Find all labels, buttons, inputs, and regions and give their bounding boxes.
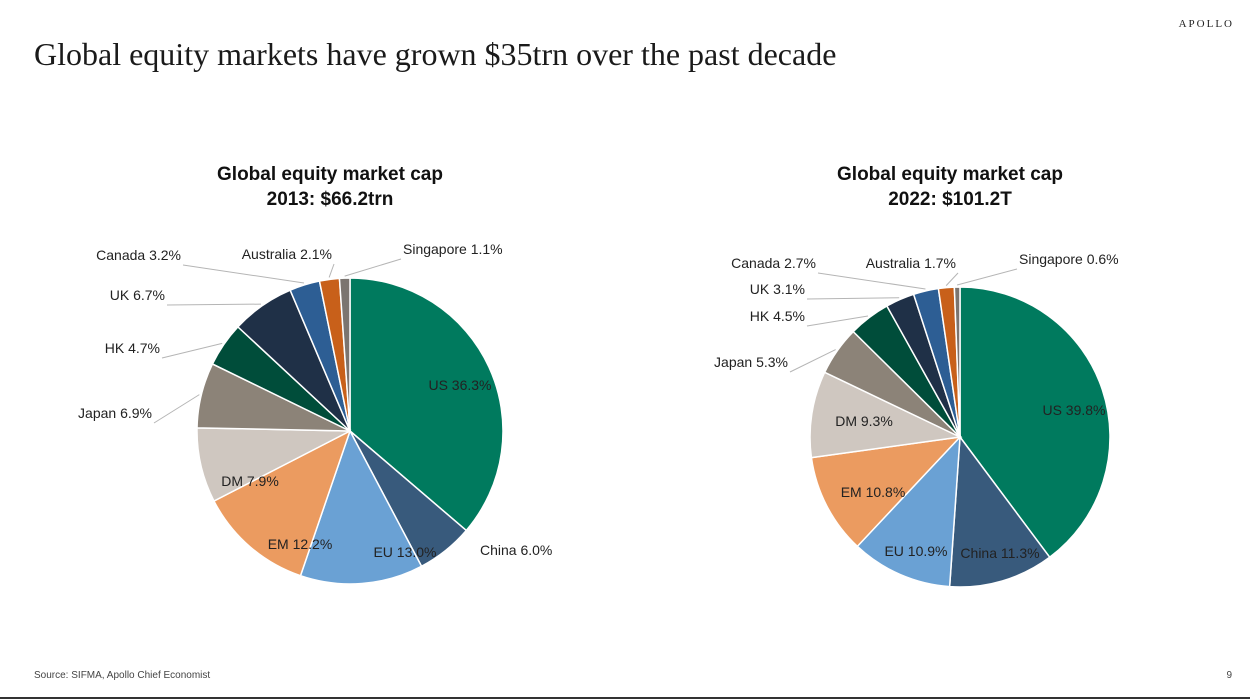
leader-line xyxy=(806,297,900,300)
slice-label: Japan 6.9% xyxy=(78,405,152,421)
pie-slice-em xyxy=(212,429,352,577)
slice-label: Australia 1.7% xyxy=(866,255,956,271)
brand-logo: APOLLO xyxy=(1178,18,1234,30)
leader-line xyxy=(806,315,869,327)
pie-slice-singapore xyxy=(338,277,351,432)
pie-slice-us xyxy=(349,277,504,532)
pie-slice-em xyxy=(810,435,963,548)
slice-label: China 11.3% xyxy=(960,545,1039,561)
slice-label: US 39.8% xyxy=(1042,402,1105,418)
pie-svg: US 39.8% China 11.3% EU 10.9% EM 10.8% DM 9.… xyxy=(714,251,1119,588)
slice-label: HK 4.7% xyxy=(105,340,160,356)
slice-label: EU 10.9% xyxy=(884,543,947,559)
leader-line xyxy=(817,272,926,290)
slice-label: EU 13.0% xyxy=(373,544,436,560)
slice-label: DM 9.3% xyxy=(835,413,893,429)
chart-title-main: Global equity market cap xyxy=(217,164,443,185)
pie-chart-2013: Global equity market cap 2013: $66.2trn … xyxy=(60,150,600,620)
slice-label: Japan 5.3% xyxy=(714,354,788,370)
chart-title: Global equity market cap 2013: $66.2trn xyxy=(60,162,600,212)
leader-line xyxy=(166,303,261,306)
slice-label: EM 12.2% xyxy=(268,536,333,552)
chart-subtitle: 2013: $66.2trn xyxy=(266,189,394,210)
chart-title-main: Global equity market cap xyxy=(837,164,1063,185)
slice-label: UK 6.7% xyxy=(110,287,165,303)
pie-slice-us xyxy=(959,286,1111,559)
leader-line xyxy=(957,268,1018,286)
leader-line xyxy=(182,264,305,284)
pie-slice-china xyxy=(948,434,1051,588)
pie-svg: US 36.3% China 6.0% EU 13.0% EM 12.2% DM 7.9… xyxy=(78,241,552,585)
leader-line xyxy=(789,349,836,373)
chart-subtitle: 2022: $101.2T xyxy=(888,189,1012,210)
leader-line xyxy=(945,272,959,286)
pie-slice-eu xyxy=(856,434,961,588)
slice-label: UK 3.1% xyxy=(750,281,805,297)
pie-chart-2022: Global equity market cap 2022: $101.2T U… xyxy=(680,150,1220,620)
slice-label: EM 10.8% xyxy=(841,484,906,500)
slice-label: Australia 2.1% xyxy=(242,246,332,262)
leader-line xyxy=(161,342,223,359)
slice-label: China 6.0% xyxy=(480,542,552,558)
pie-slice-eu xyxy=(299,429,423,585)
leader-line xyxy=(328,263,335,278)
slice-label: DM 7.9% xyxy=(221,473,279,489)
chart-title: Global equity market cap 2022: $101.2T xyxy=(680,162,1220,212)
bottom-divider xyxy=(0,697,1250,699)
leader-line xyxy=(153,394,200,424)
slice-label: US 36.3% xyxy=(428,377,491,393)
slice-label: Canada 3.2% xyxy=(96,247,181,263)
slice-label: HK 4.5% xyxy=(750,308,805,324)
slice-label: Singapore 1.1% xyxy=(403,241,503,257)
leader-line xyxy=(344,258,402,277)
source-note: Source: SIFMA, Apollo Chief Economist xyxy=(34,670,211,681)
pie-slice-singapore xyxy=(953,286,961,438)
page-number: 9 xyxy=(1226,670,1232,681)
page-title: Global equity markets have grown $35trn … xyxy=(34,36,837,72)
slice-label: Canada 2.7% xyxy=(731,255,816,271)
slice-label: Singapore 0.6% xyxy=(1019,251,1119,267)
pie-slice-dm xyxy=(809,371,963,459)
